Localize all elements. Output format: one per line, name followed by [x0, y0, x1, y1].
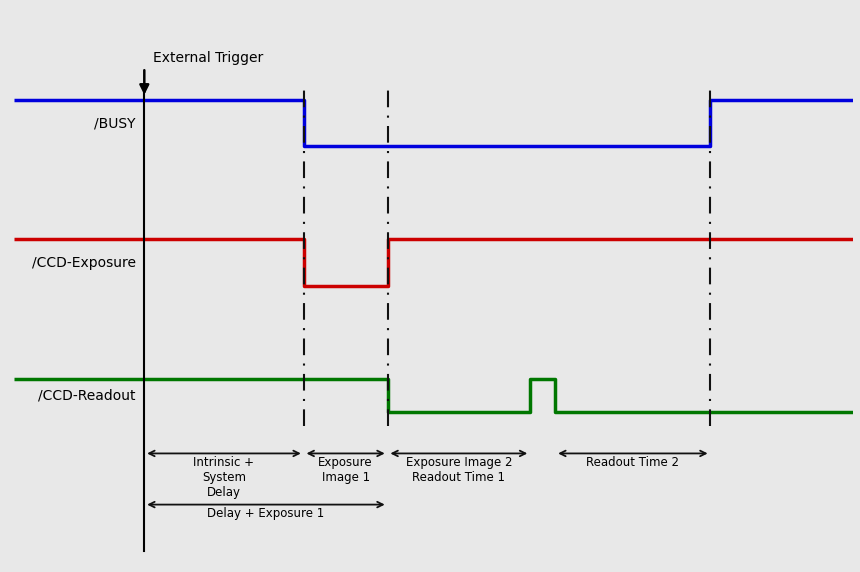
Text: /CCD-Exposure: /CCD-Exposure: [32, 256, 136, 270]
Text: External Trigger: External Trigger: [153, 51, 263, 65]
Text: Delay + Exposure 1: Delay + Exposure 1: [207, 507, 324, 520]
Text: /BUSY: /BUSY: [95, 116, 136, 130]
Text: Exposure Image 2
Readout Time 1: Exposure Image 2 Readout Time 1: [406, 456, 512, 484]
Text: Exposure
Image 1: Exposure Image 1: [318, 456, 373, 484]
Text: Intrinsic +
System
Delay: Intrinsic + System Delay: [194, 456, 255, 499]
Text: Readout Time 2: Readout Time 2: [587, 456, 679, 469]
Text: /CCD-Readout: /CCD-Readout: [39, 388, 136, 402]
